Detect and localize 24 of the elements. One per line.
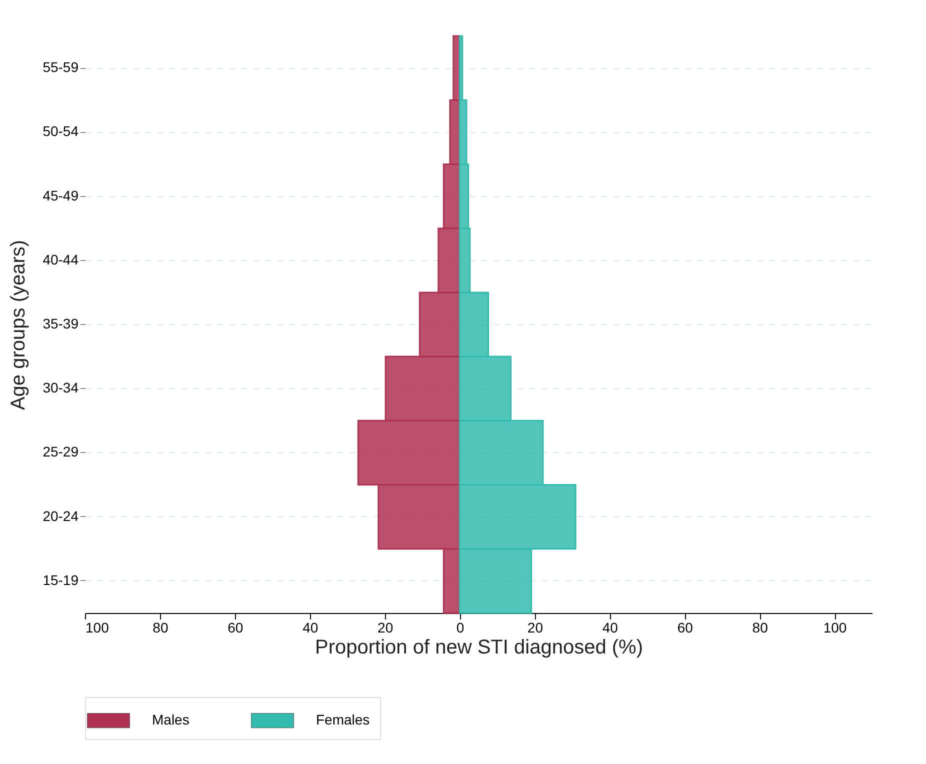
x-tick-label: 40 bbox=[602, 620, 618, 636]
legend-label: Males bbox=[152, 712, 190, 728]
x-tick-label: 100 bbox=[86, 620, 110, 636]
y-tick-label: 25-29 bbox=[42, 444, 79, 460]
y-tick-label: 15-19 bbox=[42, 572, 79, 588]
x-tick-label: 80 bbox=[752, 620, 768, 636]
x-tick-label: 80 bbox=[152, 620, 168, 636]
x-tick-label: 100 bbox=[823, 620, 847, 636]
y-tick-label: 30-34 bbox=[42, 380, 79, 396]
y-tick-label: 20-24 bbox=[42, 508, 79, 524]
x-tick-label: 20 bbox=[527, 620, 544, 636]
x-tick-label: 60 bbox=[677, 620, 694, 636]
y-tick-label: 35-39 bbox=[42, 316, 79, 332]
x-tick-label: 20 bbox=[378, 620, 394, 636]
y-tick-label: 55-59 bbox=[42, 59, 79, 76]
x-tick-label: 0 bbox=[456, 620, 464, 636]
x-tick-label: 60 bbox=[228, 620, 244, 636]
y-tick-label: 45-49 bbox=[42, 187, 79, 204]
y-tick-label: 40-44 bbox=[42, 251, 79, 268]
y-tick-label: 50-54 bbox=[42, 123, 79, 140]
y-axis-title: Age groups (years) bbox=[8, 240, 30, 410]
legend-label: Females bbox=[316, 712, 370, 728]
x-axis-title: Proportion of new STI diagnosed (%) bbox=[315, 636, 643, 658]
x-tick-label: 40 bbox=[302, 620, 318, 636]
